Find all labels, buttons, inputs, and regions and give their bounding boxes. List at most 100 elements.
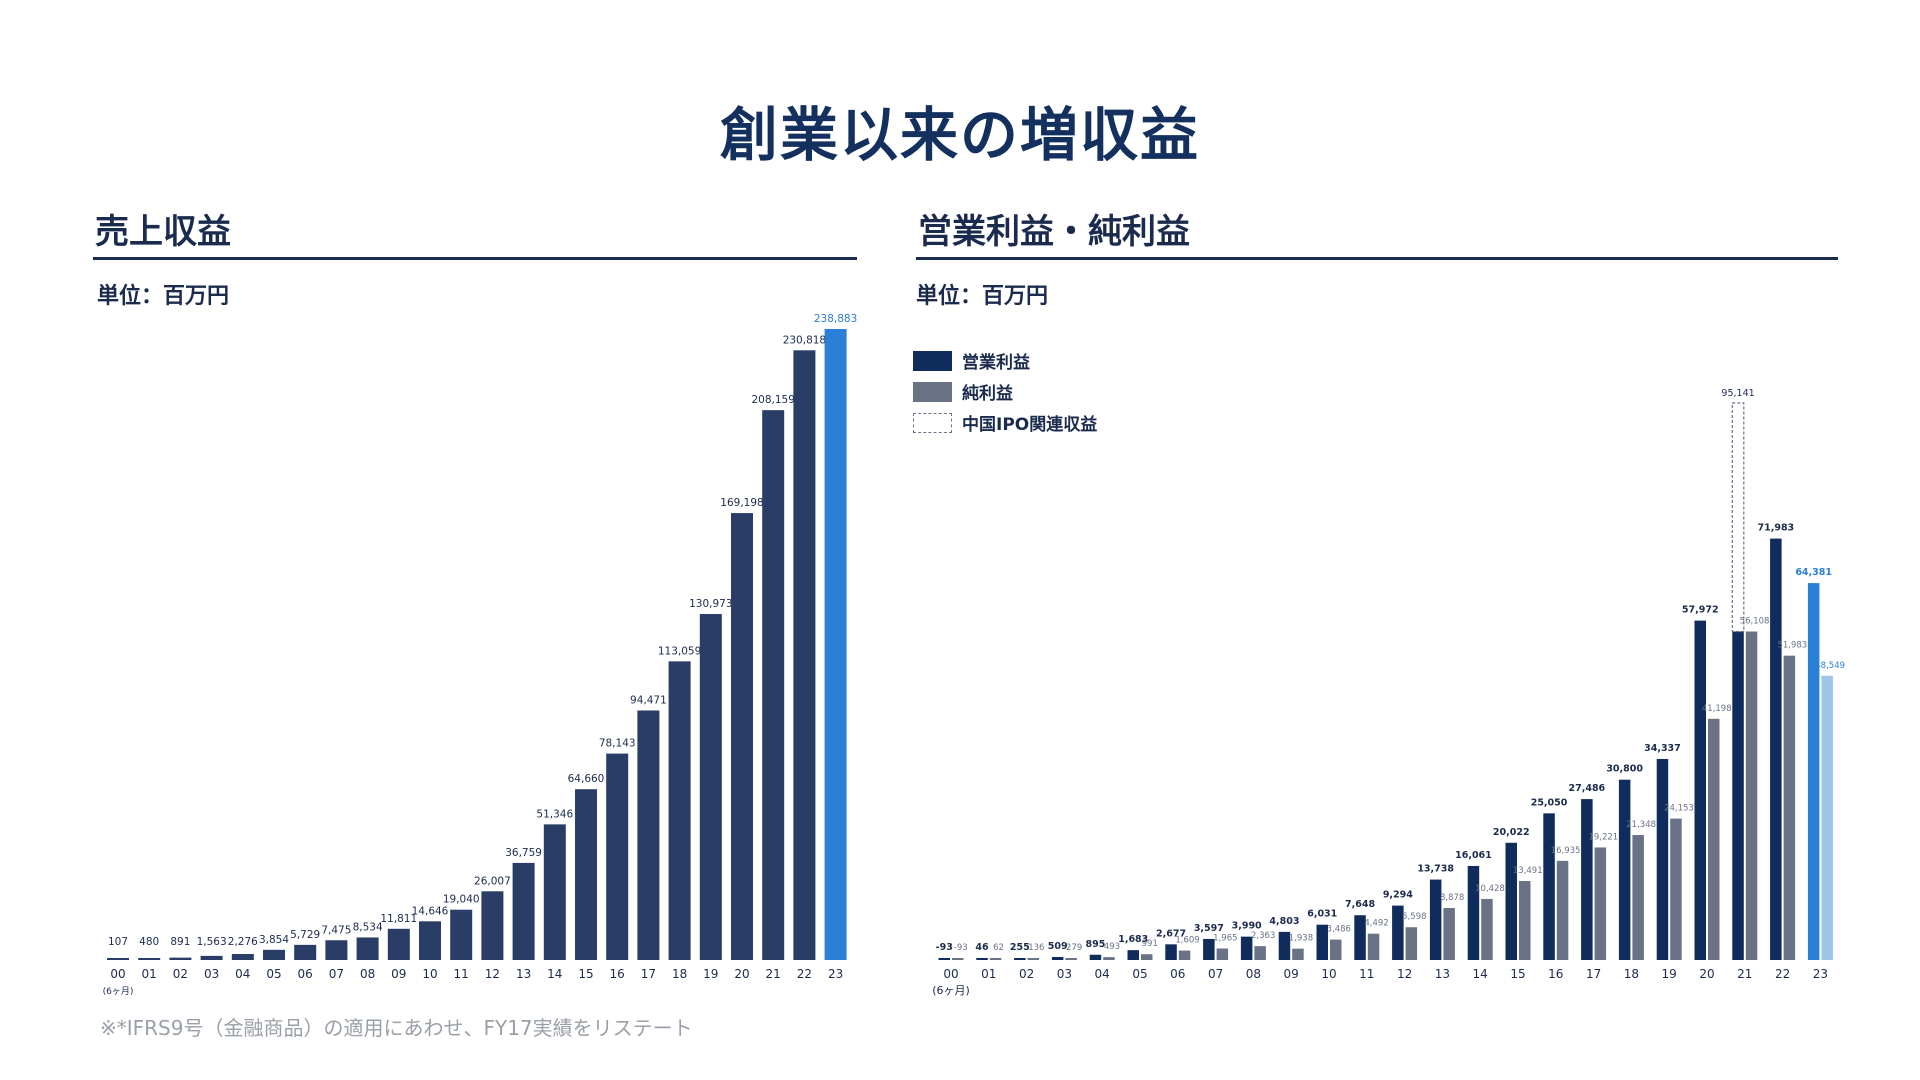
operating-profit-bar-19 <box>1656 758 1669 960</box>
profit-x-tick-note: (6ヶ月) <box>932 984 970 997</box>
legend-swatch-ipo-revenue <box>913 412 952 433</box>
net-profit-bar-10 <box>1330 939 1342 960</box>
revenue-value-label-09: 11,811 <box>380 913 417 925</box>
profit-x-tick-01: 01 <box>981 967 996 981</box>
operating-profit-label-17: 27,486 <box>1569 783 1606 794</box>
revenue-value-label-08: 8,534 <box>353 921 383 933</box>
revenue-value-label-07: 7,475 <box>321 924 351 936</box>
operating-profit-label-03: 509 <box>1048 941 1068 952</box>
operating-profit-bar-23 <box>1807 583 1820 960</box>
operating-profit-bar-10 <box>1316 924 1328 960</box>
profit-x-tick-23: 23 <box>1813 967 1828 981</box>
net-profit-label-21: 56,108 <box>1740 617 1770 627</box>
net-profit-bar-15 <box>1519 881 1531 960</box>
profit-divider <box>916 257 1838 260</box>
operating-profit-label-05: 1,683 <box>1118 934 1148 945</box>
net-profit-label-13: 8,878 <box>1440 893 1464 903</box>
operating-profit-label-07: 3,597 <box>1194 923 1224 934</box>
net-profit-bar-18 <box>1632 835 1644 960</box>
operating-profit-label-22: 71,983 <box>1758 523 1795 534</box>
revenue-bar-18 <box>668 661 691 960</box>
net-profit-label-19: 24,153 <box>1664 804 1694 814</box>
operating-profit-bar-03 <box>1051 957 1064 960</box>
net-profit-label-22: 51,983 <box>1777 641 1807 651</box>
profit-x-tick-05: 05 <box>1132 967 1147 981</box>
net-profit-bar-17 <box>1594 847 1607 960</box>
operating-profit-label-13: 13,738 <box>1417 864 1454 875</box>
net-profit-label-11: 4,492 <box>1364 919 1388 929</box>
operating-profit-label-14: 16,061 <box>1455 850 1492 861</box>
revenue-bar-13 <box>512 862 535 960</box>
profit-x-tick-15: 15 <box>1510 967 1525 981</box>
net-profit-label-00: -93 <box>954 943 968 953</box>
legend-label-ipo-revenue: 中国IPO関連収益 <box>962 415 1098 435</box>
revenue-bar-20 <box>731 513 753 960</box>
revenue-value-label-10: 14,646 <box>412 905 449 917</box>
profit-x-tick-17: 17 <box>1586 967 1601 981</box>
revenue-x-tick-10: 10 <box>422 967 437 981</box>
revenue-bar-16 <box>606 753 629 960</box>
legend-item-operating-profit: 営業利益 <box>913 345 1097 376</box>
operating-profit-bar-18 <box>1618 779 1631 960</box>
operating-profit-label-10: 6,031 <box>1307 909 1337 920</box>
net-profit-bar-09 <box>1292 948 1304 960</box>
revenue-x-tick-15: 15 <box>578 967 593 981</box>
revenue-value-label-22: 230,818 <box>783 334 826 346</box>
net-profit-bar-03 <box>1065 958 1077 960</box>
operating-profit-label-12: 9,294 <box>1383 890 1413 901</box>
revenue-bar-19 <box>699 614 722 960</box>
net-profit-bar-13 <box>1443 908 1455 960</box>
net-profit-label-14: 10,428 <box>1475 884 1505 894</box>
operating-profit-label-15: 20,022 <box>1493 827 1530 838</box>
net-profit-bar-00 <box>952 958 964 960</box>
revenue-bar-12 <box>481 891 504 960</box>
net-profit-label-23: 48,549 <box>1815 661 1845 671</box>
revenue-value-label-06: 5,729 <box>290 929 320 941</box>
net-profit-label-16: 16,935 <box>1551 846 1581 856</box>
legend-swatch-operating-profit <box>913 350 952 371</box>
revenue-x-tick-09: 09 <box>391 967 406 981</box>
net-profit-label-10: 3,486 <box>1327 925 1351 935</box>
revenue-panel-title: 売上収益 <box>95 212 231 252</box>
profit-x-tick-11: 11 <box>1359 967 1374 981</box>
net-profit-bar-11 <box>1367 933 1380 960</box>
ipo-related-dashed-bar <box>1731 402 1745 633</box>
net-profit-label-18: 21,348 <box>1626 820 1656 830</box>
revenue-value-label-18: 113,059 <box>658 645 701 657</box>
revenue-x-tick-08: 08 <box>360 967 375 981</box>
revenue-x-tick-21: 21 <box>766 967 781 981</box>
profit-x-tick-02: 02 <box>1019 967 1034 981</box>
revenue-bar-14 <box>543 824 566 960</box>
net-profit-bar-02 <box>1027 958 1040 960</box>
revenue-x-tick-05: 05 <box>266 967 281 981</box>
revenue-x-tick-04: 04 <box>235 967 250 981</box>
operating-profit-bar-08 <box>1240 936 1253 960</box>
revenue-x-tick-13: 13 <box>516 967 531 981</box>
profit-x-tick-20: 20 <box>1699 967 1714 981</box>
operating-profit-bar-05 <box>1127 950 1139 960</box>
revenue-bar-23 <box>824 329 847 960</box>
revenue-x-tick-00: 00 <box>110 967 125 981</box>
profit-panel-title: 営業利益・純利益 <box>918 212 1190 252</box>
net-profit-label-15: 13,491 <box>1513 866 1543 876</box>
operating-profit-label-11: 7,648 <box>1345 899 1375 910</box>
net-profit-label-17: 19,221 <box>1588 832 1618 842</box>
revenue-value-label-20: 169,198 <box>720 497 763 509</box>
footnote: ※*IFRS9号（金融商品）の適用にあわせ、FY17実績をリステート <box>100 1016 693 1040</box>
operating-profit-label-00: -93 <box>936 942 953 953</box>
revenue-x-tick-06: 06 <box>298 967 313 981</box>
profit-x-tick-22: 22 <box>1775 967 1790 981</box>
net-profit-bar-16 <box>1556 860 1569 960</box>
legend-item-ipo-revenue: 中国IPO関連収益 <box>913 407 1097 438</box>
operating-profit-label-01: 46 <box>975 942 989 953</box>
net-profit-label-04: 493 <box>1104 942 1120 952</box>
revenue-value-label-05: 3,854 <box>259 934 289 946</box>
revenue-bar-01 <box>138 958 161 960</box>
operating-profit-label-23: 64,381 <box>1795 567 1832 578</box>
net-profit-bar-01 <box>989 958 1002 960</box>
operating-profit-bar-11 <box>1354 915 1366 960</box>
revenue-value-label-13: 36,759 <box>505 847 542 859</box>
revenue-x-tick-03: 03 <box>204 967 219 981</box>
revenue-x-tick-14: 14 <box>547 967 562 981</box>
